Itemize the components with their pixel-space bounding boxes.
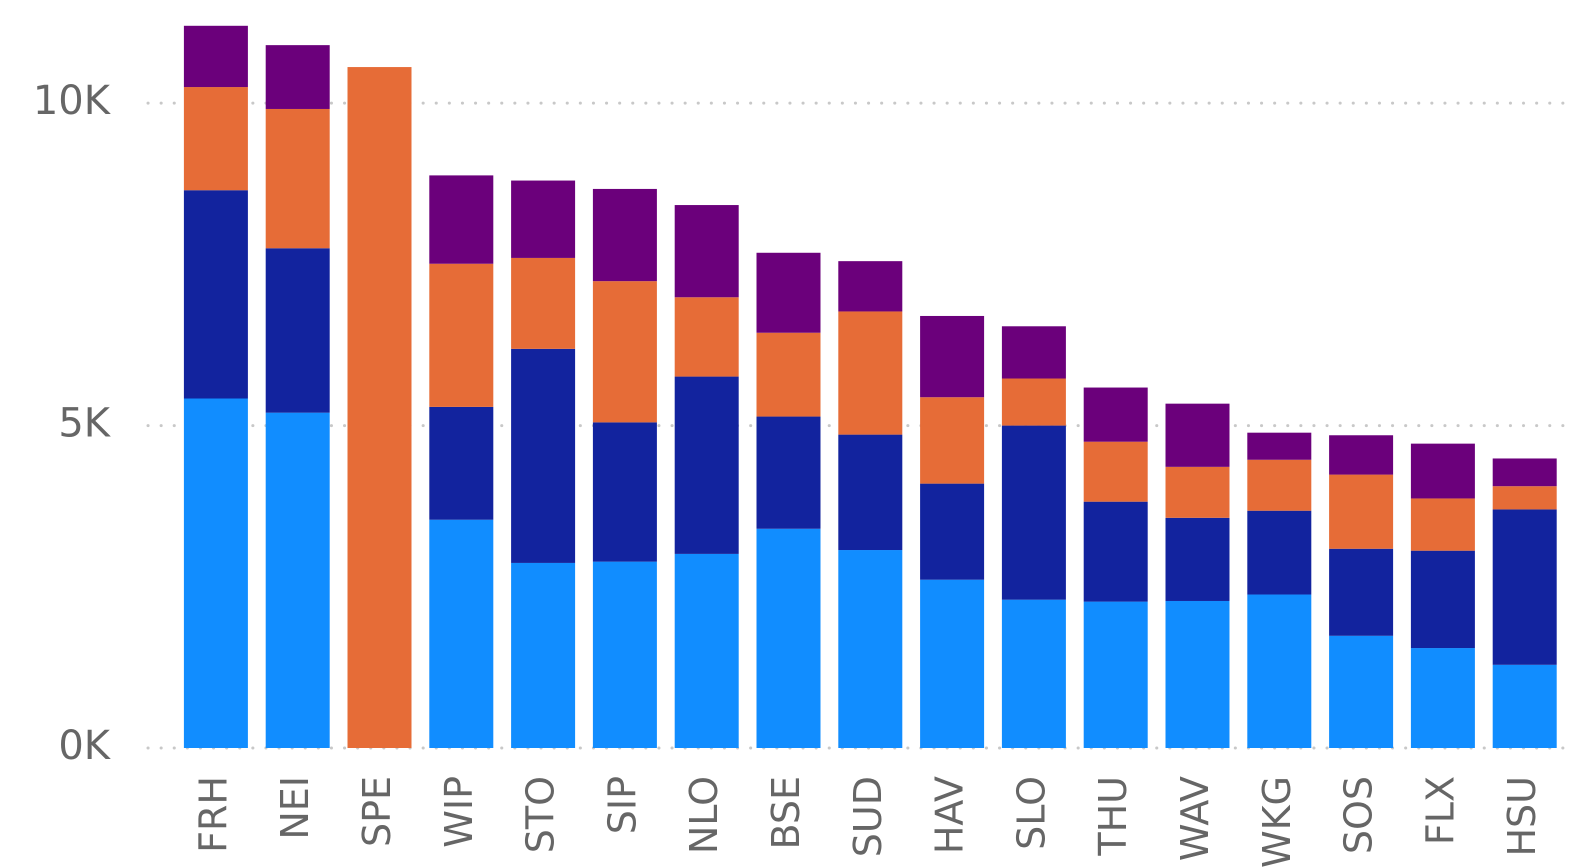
bar-segment [1410, 443, 1475, 499]
bar-segment [1001, 425, 1066, 600]
bar-segment [592, 422, 657, 562]
bar-segment [511, 562, 576, 748]
bar-segment [1247, 459, 1312, 511]
bar-segment [1165, 600, 1230, 748]
x-tick-label: FRH [191, 776, 235, 853]
bar-segment [429, 406, 494, 520]
bar-segment [838, 550, 903, 748]
x-tick-label: NLO [682, 776, 726, 854]
x-tick-label: FLX [1418, 776, 1462, 845]
x-tick-label: SLO [1009, 776, 1053, 850]
bar-segment [429, 519, 494, 748]
bar-segment [1165, 403, 1230, 467]
bar-segment [838, 434, 903, 551]
bar-segment [756, 332, 821, 417]
bar-segment [1001, 378, 1066, 426]
bar-segment [674, 297, 739, 377]
bar-segment [1083, 387, 1148, 442]
bar-segment [183, 398, 248, 748]
bar-segment [1492, 664, 1557, 748]
x-tick-label: HAV [928, 776, 972, 854]
bar-segment [511, 180, 576, 258]
x-tick-label: SOS [1337, 776, 1381, 854]
bar-segment [920, 397, 985, 484]
bar-segment [183, 87, 248, 191]
y-tick-label: 10K [33, 78, 112, 124]
bar-segment [1247, 432, 1312, 460]
bar-segment [1410, 498, 1475, 551]
bar-segment [183, 190, 248, 399]
y-tick-label: 0K [58, 723, 111, 769]
x-tick-label: NEI [273, 776, 317, 840]
bar-segment [1001, 326, 1066, 379]
bar-segment [920, 579, 985, 748]
x-tick-label: WKG [1255, 776, 1299, 867]
bar-segment [674, 553, 739, 748]
bar-segment [920, 315, 985, 398]
x-tick-label: WAV [1173, 776, 1217, 861]
bar-segment [674, 376, 739, 554]
bar-segment [1329, 474, 1394, 549]
bar-segment [1247, 510, 1312, 595]
bar-segment [1329, 435, 1394, 475]
bar-segment [592, 188, 657, 282]
bar-segment [1001, 599, 1066, 748]
x-tick-label: THU [1091, 776, 1135, 857]
bar-segment [756, 252, 821, 333]
bar-segment [1410, 648, 1475, 748]
x-tick-label: WIP [437, 776, 481, 848]
bar-segment [1083, 441, 1148, 502]
y-tick-label: 5K [58, 401, 111, 447]
x-tick-label: SIP [600, 776, 644, 834]
bar-segment [920, 483, 985, 580]
bar-segment [265, 108, 330, 249]
bar-segment [1083, 601, 1148, 748]
bar-segment [511, 348, 576, 563]
x-tick-label: STO [519, 776, 563, 853]
bar-segment [429, 263, 494, 407]
bar-segment [265, 45, 330, 109]
bar-segment [1492, 486, 1557, 510]
bar-segment [1329, 548, 1394, 636]
x-tick-label: SPE [355, 776, 399, 847]
bar-segment [265, 412, 330, 748]
bar-segment [183, 25, 248, 88]
x-tick-label: SUD [846, 776, 890, 857]
bar-segment [1492, 458, 1557, 487]
bar-segment [1492, 509, 1557, 665]
bar-segment [756, 416, 821, 529]
bar-segment [1165, 517, 1230, 601]
bar-segment [511, 257, 576, 349]
bar-segment [674, 205, 739, 298]
bar-segment [1165, 466, 1230, 518]
x-tick-label: HSU [1500, 776, 1544, 857]
bar-segment [756, 528, 821, 748]
x-tick-label: BSE [764, 776, 808, 850]
bar-segment [1247, 594, 1312, 748]
bar-segment [1410, 550, 1475, 649]
bar-segment [592, 561, 657, 748]
bar-segment [592, 281, 657, 423]
bar-segment [1083, 501, 1148, 602]
bar-segment [1329, 635, 1394, 748]
bar-segment [838, 311, 903, 435]
bar-segment [429, 175, 494, 264]
bar-segment [838, 261, 903, 312]
bar-segment [265, 248, 330, 413]
bar-segment [347, 67, 412, 748]
